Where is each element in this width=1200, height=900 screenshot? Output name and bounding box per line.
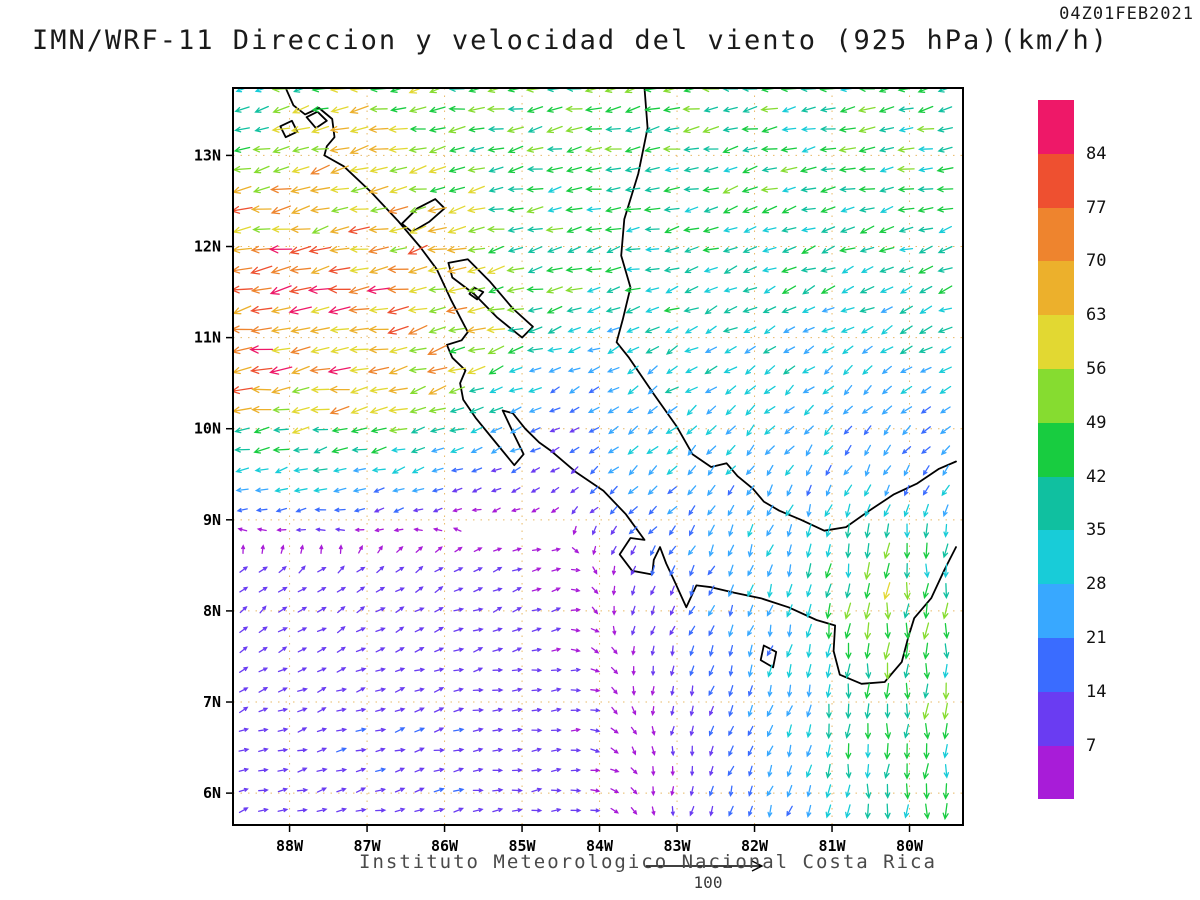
colorbar-label: 7 (1086, 735, 1097, 756)
colorbar-segment (1038, 422, 1074, 477)
vector-scale-value: 100 (693, 873, 723, 892)
y-axis-label: 9N (203, 511, 221, 529)
colorbar-segment (1038, 691, 1074, 746)
lat-lon-gridlines (233, 88, 963, 825)
colorbar-segment (1038, 476, 1074, 531)
colorbar-label: 14 (1086, 681, 1107, 702)
colorbar-label: 77 (1086, 197, 1107, 218)
footer-credit: Instituto Meteorologico Nacional Costa R… (359, 851, 937, 873)
chart-title: IMN/WRF-11 Direccion y velocidad del vie… (32, 25, 1110, 56)
x-axis-label: 88W (276, 837, 304, 855)
colorbar-segment (1038, 368, 1074, 423)
colorbar-segment (1038, 315, 1074, 369)
wind-vectors (233, 88, 954, 821)
colorbar-segment (1038, 261, 1074, 316)
vector-scale-arrow (646, 860, 764, 872)
y-axis-label: 11N (194, 329, 221, 347)
x-axis-label: 82W (741, 837, 769, 855)
y-axis-label: 7N (203, 693, 221, 711)
x-axis-label: 87W (354, 837, 382, 855)
colorbar-legend (1038, 100, 1074, 800)
colorbar-label: 35 (1086, 520, 1107, 541)
x-axis-label: 83W (663, 837, 691, 855)
y-axis-label: 6N (203, 784, 221, 802)
colorbar-label: 56 (1086, 359, 1107, 379)
colorbar-label: 28 (1086, 574, 1107, 595)
axis-ticks (226, 154, 911, 832)
x-axis-label: 85W (509, 837, 537, 855)
colorbar-segment (1038, 100, 1074, 154)
x-axis-label: 86W (431, 837, 459, 855)
coastlines (279, 88, 957, 685)
colorbar-label: 21 (1086, 628, 1107, 648)
run-timestamp: 04Z01FEB2021 (1059, 4, 1194, 24)
map-frame (232, 87, 964, 826)
colorbar-segment (1038, 207, 1074, 262)
colorbar-label: 84 (1086, 143, 1107, 164)
axis-labels: 88W 87W 86W 85W 84W 83W 82W 81W 80W 13N 12N 11N 10N 9… (194, 146, 924, 855)
colorbar-label: 63 (1086, 305, 1107, 326)
colorbar-label: 42 (1086, 466, 1107, 487)
colorbar-segment (1038, 530, 1074, 585)
y-axis-label: 13N (194, 146, 221, 164)
y-axis-label: 10N (194, 420, 221, 438)
colorbar-segment (1038, 745, 1074, 800)
y-axis-label: 8N (203, 602, 221, 620)
y-axis-label: 12N (194, 238, 221, 256)
colorbar-label: 49 (1086, 412, 1107, 433)
colorbar-label: 70 (1086, 251, 1107, 272)
x-axis-label: 80W (896, 837, 924, 855)
x-axis-label: 81W (818, 837, 846, 855)
colorbar-segment (1038, 584, 1074, 638)
colorbar-segment (1038, 153, 1074, 208)
x-axis-label: 84W (586, 837, 614, 855)
colorbar-segment (1038, 637, 1074, 692)
